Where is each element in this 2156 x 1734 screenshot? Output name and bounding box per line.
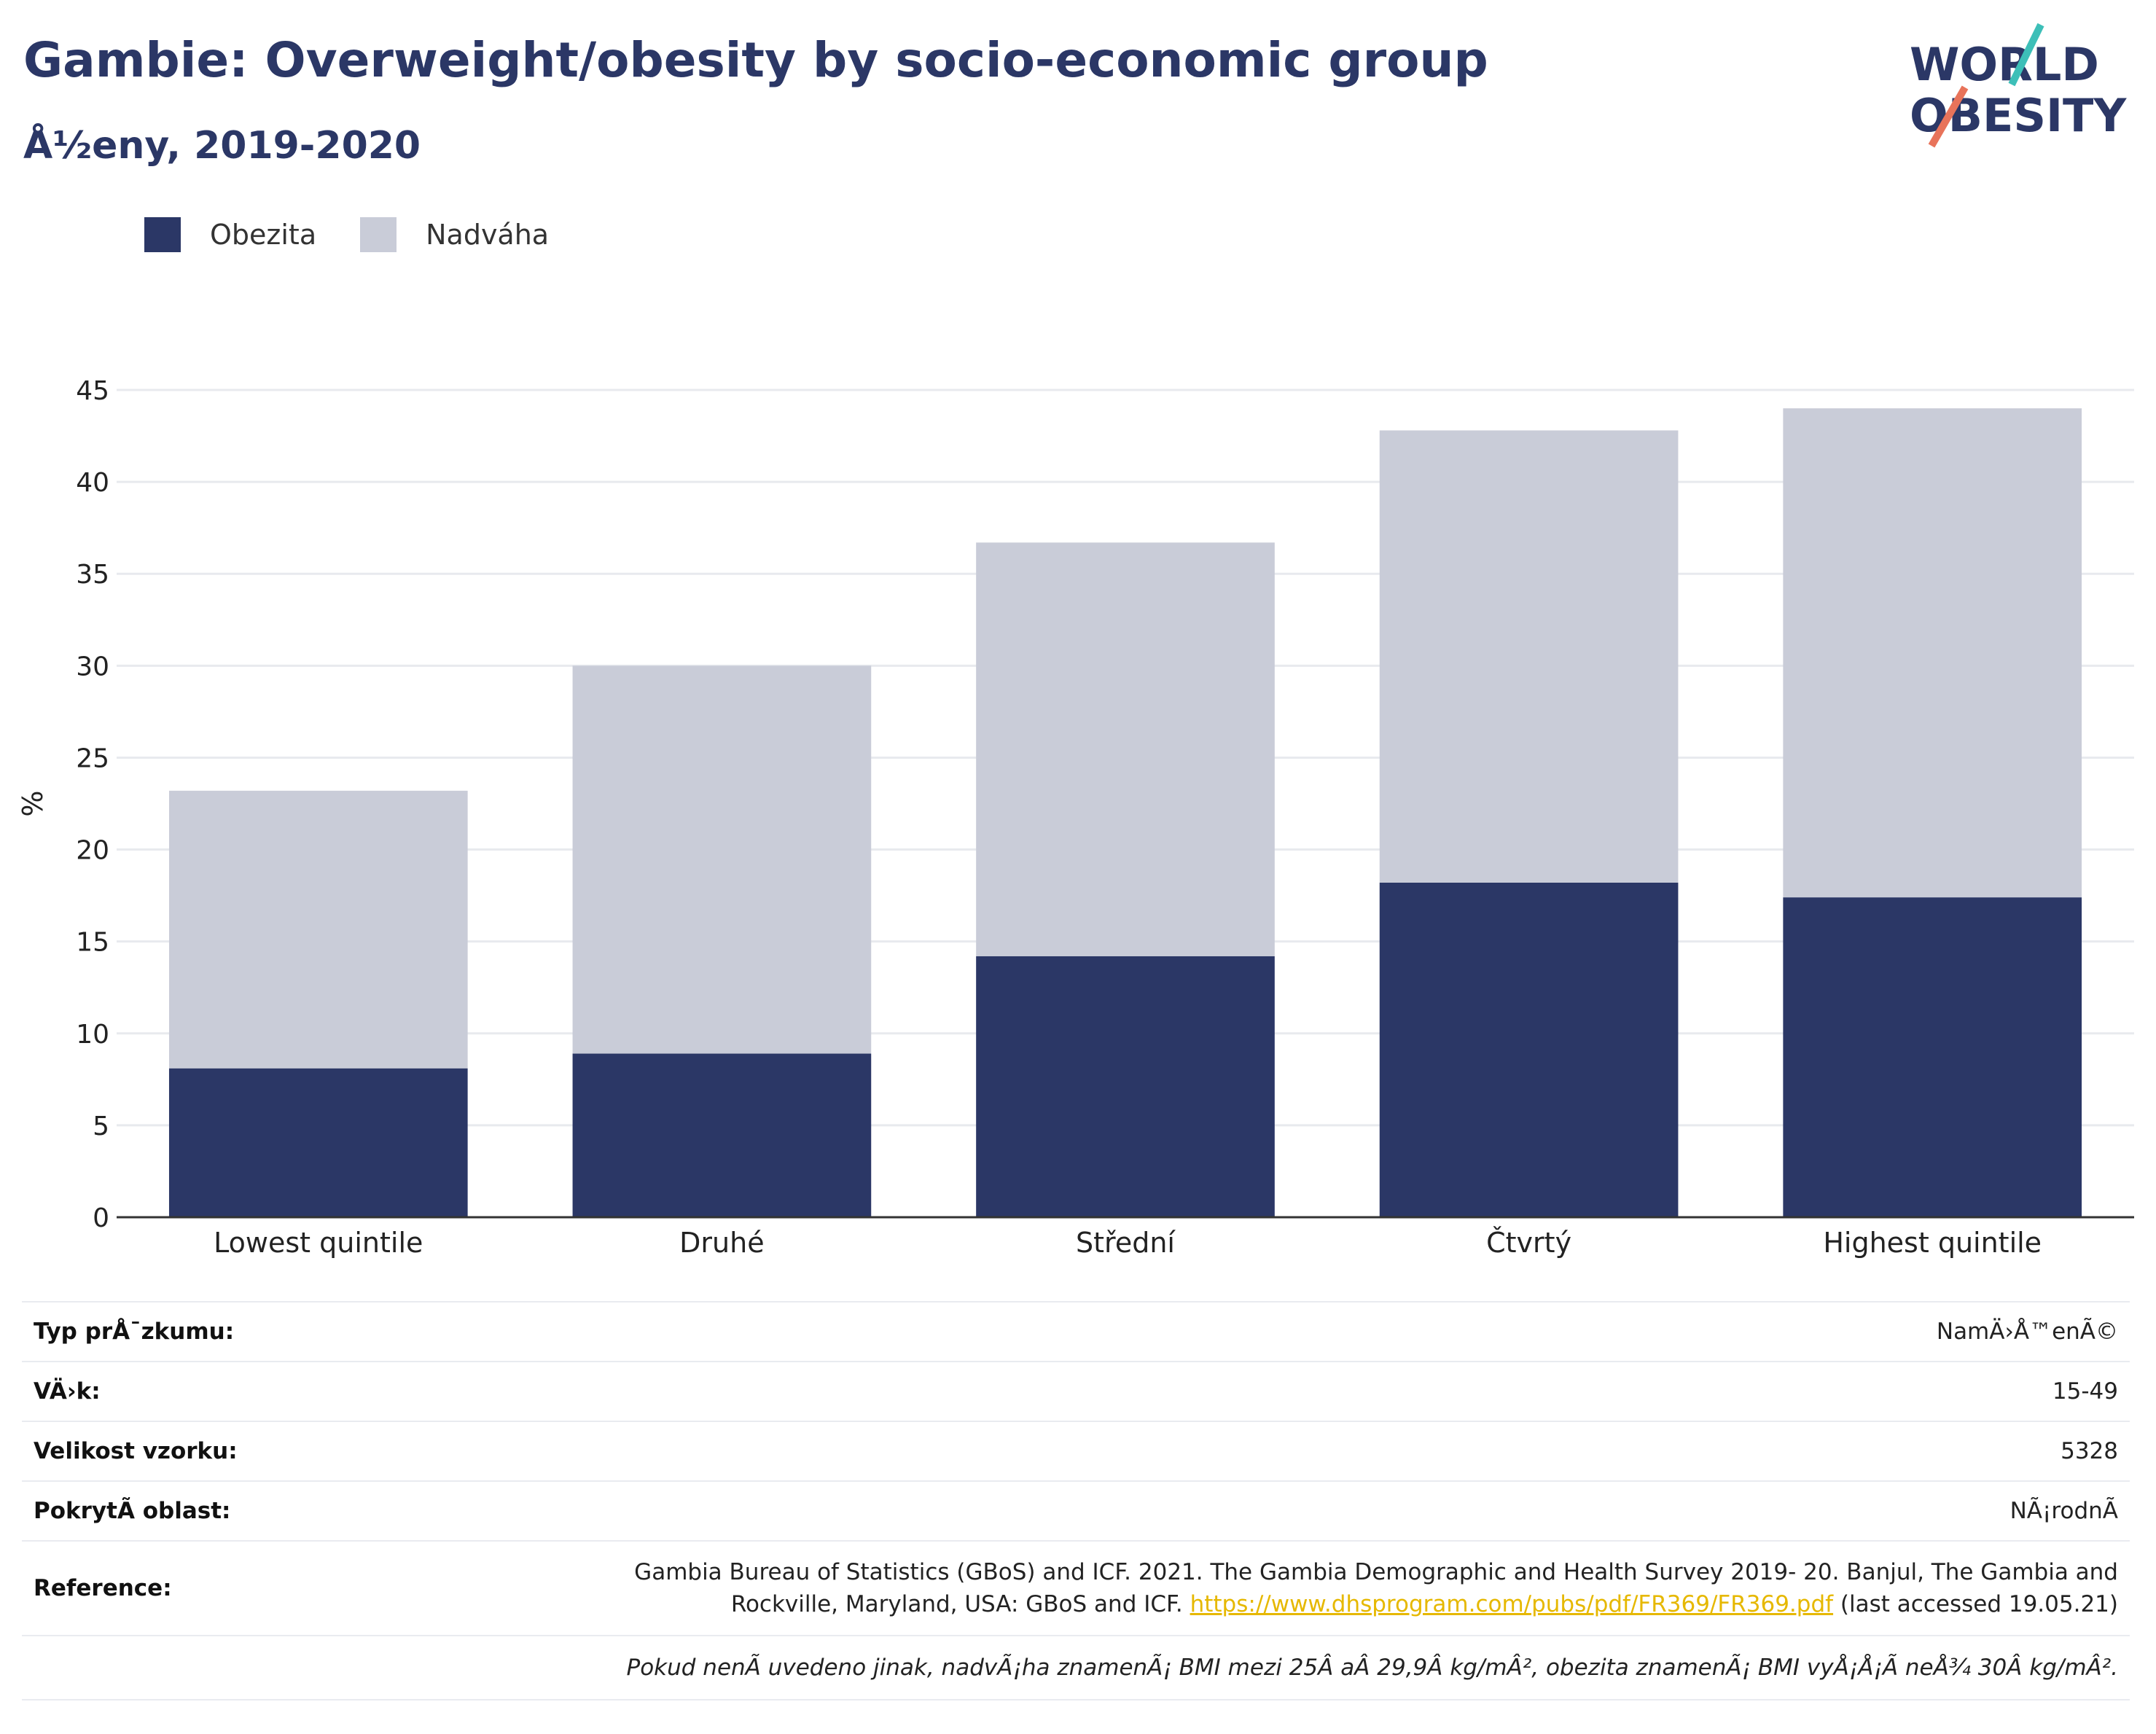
info-row-reference: Reference: Gambia Bureau of Statistics (… [22,1540,2130,1636]
y-tick-label: 35 [76,560,109,590]
survey-info-table: Typ prÅ¯zkumu: NamÄ›Å™enÃ© VÄ›k: 15-49 V… [22,1301,2130,1700]
info-value: NamÄ›Å™enÃ© [410,1301,2130,1362]
legend-label-obezita: Obezita [210,219,317,251]
y-tick-label: 0 [93,1203,109,1233]
legend-swatch-nadvaha [360,217,397,252]
y-tick-label: 5 [93,1112,109,1141]
info-row-age: VÄ›k: 15-49 [22,1361,2130,1421]
legend-item-nadvaha: Nadváha [360,217,549,252]
info-value: 5328 [410,1421,2130,1481]
page-title: Gambie: Overweight/obesity by socio-econ… [23,32,1488,88]
info-row-sample-size: Velikost vzorku: 5328 [22,1421,2130,1481]
x-category-label: Čtvrtý [1486,1227,1571,1259]
logo-slash-red [1928,85,1969,148]
bar-nadvaha [976,542,1275,956]
info-key: Reference: [22,1540,410,1636]
reference-line2-post: (last accessed 19.05.21) [1840,1591,2118,1617]
x-category-label: Druhé [679,1227,764,1259]
y-tick-label: 10 [76,1020,109,1050]
x-axis-labels: Lowest quintile Druhé Střední Čtvrtý Highest… [214,1227,2042,1259]
info-row-note: Pokud nenÃ­ uvedeno jinak, nadvÃ¡ha znam… [22,1635,2130,1700]
y-tick-label: 15 [76,928,109,958]
info-row-coverage: PokrytÃ­ oblast: NÃ¡rodnÃ­ [22,1480,2130,1541]
x-category-label: Highest quintile [1823,1227,2042,1259]
bmi-definition-note: Pokud nenÃ­ uvedeno jinak, nadvÃ¡ha znam… [410,1635,2130,1700]
bar-nadvaha [1783,408,2082,898]
y-axis-label: % [17,790,49,816]
world-obesity-logo: WORLD OBESITY [1910,23,2127,148]
chart-legend: Obezita Nadváha [144,217,593,252]
bar-obezita [572,1053,872,1217]
x-category-label: Lowest quintile [214,1227,423,1259]
info-key: Typ prÅ¯zkumu: [22,1301,410,1362]
legend-item-obezita: Obezita [144,217,316,252]
y-tick-label: 45 [76,376,109,406]
info-row-survey-type: Typ prÅ¯zkumu: NamÄ›Å™enÃ© [22,1301,2130,1362]
y-tick-label: 25 [76,743,109,773]
y-tick-label: 30 [76,652,109,682]
y-axis-ticks: 0 5 10 15 20 25 30 35 40 45 [76,376,109,1233]
logo-slash-teal [2008,23,2044,87]
logo-line1: WORLD [1910,38,2099,91]
stacked-bar-chart: 0 5 10 15 20 25 30 35 40 45 Lowest quintile Druhé S… [17,376,2134,1259]
reference-link[interactable]: https://www.dhsprogram.com/pubs/pdf/FR36… [1190,1591,1834,1617]
page-subtitle: Å½eny, 2019-2020 [23,124,421,168]
info-key-empty [22,1635,410,1700]
chart-bars [168,408,2082,1217]
bar-nadvaha [168,790,468,1069]
bar-obezita [976,956,1275,1217]
info-key: VÄ›k: [22,1361,410,1421]
y-tick-label: 40 [76,468,109,498]
bar-nadvaha [1379,430,1679,883]
bar-obezita [168,1068,468,1217]
legend-swatch-obezita [144,217,181,252]
legend-label-nadvaha: Nadváha [426,219,550,251]
bar-nadvaha [572,665,872,1054]
info-value: NÃ¡rodnÃ­ [410,1480,2130,1541]
x-category-label: Střední [1076,1227,1176,1259]
info-key: PokrytÃ­ oblast: [22,1480,410,1541]
info-value: 15-49 [410,1361,2130,1421]
reference-line2-pre: Rockville, Maryland, USA: GBoS and ICF. [730,1591,1183,1617]
bar-obezita [1783,897,2082,1217]
reference-line1: Gambia Bureau of Statistics (GBoS) and I… [634,1559,2118,1585]
y-tick-label: 20 [76,836,109,866]
bar-obezita [1379,882,1679,1217]
info-key: Velikost vzorku: [22,1421,410,1481]
reference-text: Gambia Bureau of Statistics (GBoS) and I… [410,1540,2130,1636]
